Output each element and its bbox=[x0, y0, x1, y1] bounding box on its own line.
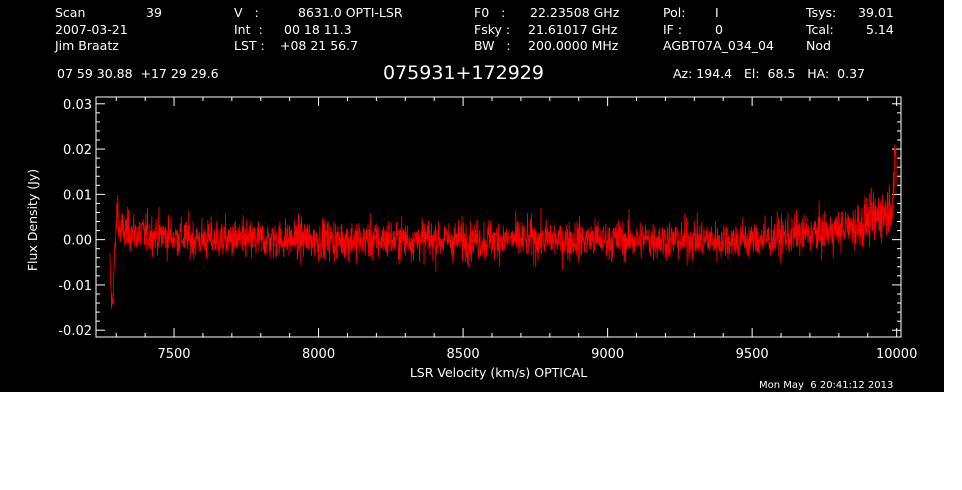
header-nod: Nod bbox=[806, 38, 831, 53]
x-tick-label: 7500 bbox=[157, 347, 190, 362]
header-int-label: Int : bbox=[234, 22, 263, 37]
header-tcal-value: 5.14 bbox=[866, 22, 894, 37]
header-lst-label: LST : bbox=[234, 38, 265, 53]
x-tick-label: 8000 bbox=[302, 347, 335, 362]
header-az-el-ha: Az: 194.4 El: 68.5 HA: 0.37 bbox=[673, 66, 866, 81]
x-tick-label: 8500 bbox=[447, 347, 480, 362]
header-bw-value: 200.0000 MHz bbox=[528, 38, 619, 53]
header-tsys-value: 39.01 bbox=[858, 5, 894, 20]
source-name: 075931+172929 bbox=[383, 62, 544, 84]
header-scan-label: Scan bbox=[55, 5, 86, 20]
header-if-label: IF : bbox=[663, 22, 683, 37]
x-tick-label: 10000 bbox=[876, 347, 917, 362]
plot-window bbox=[0, 0, 944, 392]
y-tick-label: 0.00 bbox=[63, 234, 92, 249]
header-int-value: 00 18 11.3 bbox=[284, 22, 352, 37]
y-tick-label: 0.01 bbox=[63, 188, 92, 203]
header-project: AGBT07A_034_04 bbox=[663, 38, 774, 53]
header-pol-label: Pol: bbox=[663, 5, 686, 20]
header-velocity-label: V : bbox=[234, 5, 259, 20]
plot-timestamp: Mon May 6 20:41:12 2013 bbox=[759, 380, 894, 391]
spectrum-trace bbox=[109, 144, 897, 309]
spectrum-chart: 7500 8000 8500 9000 9500 10000 -0.02 -0.01 0.00 0… bbox=[25, 96, 917, 380]
y-tick-label: 0.03 bbox=[63, 98, 92, 113]
header-date: 2007-03-21 bbox=[55, 22, 128, 37]
y-tick-label: -0.02 bbox=[58, 324, 92, 339]
axis-ticks bbox=[96, 97, 901, 337]
header-tcal-label: Tcal: bbox=[806, 22, 834, 37]
header-lst-value: +08 21 56.7 bbox=[280, 38, 359, 53]
plot-frame-box bbox=[95, 96, 902, 338]
header-f0-value: 22.23508 GHz bbox=[530, 5, 620, 20]
x-tick-label: 9000 bbox=[591, 347, 624, 362]
x-tick-label: 9500 bbox=[736, 347, 769, 362]
spectrum-line bbox=[109, 144, 897, 309]
header-bw-label: BW : bbox=[474, 38, 511, 53]
header-f0-label: F0 : bbox=[474, 5, 506, 20]
y-tick-label: 0.02 bbox=[63, 143, 92, 158]
y-tick-label: -0.01 bbox=[58, 279, 92, 294]
plot-frame bbox=[95, 96, 902, 338]
x-axis-title: LSR Velocity (km/s) OPTICAL bbox=[410, 365, 587, 380]
y-axis-title: Flux Density (Jy) bbox=[25, 169, 40, 271]
header-tsys-label: Tsys: bbox=[806, 5, 837, 20]
header-velocity-value: 8631.0 OPTI-LSR bbox=[298, 5, 403, 20]
axis-labels: 7500 8000 8500 9000 9500 10000 -0.02 -0.01 0.00 0… bbox=[25, 98, 917, 380]
header-fsky-label: Fsky : bbox=[474, 22, 511, 37]
header-observer: Jim Braatz bbox=[55, 38, 119, 53]
header-if-value: 0 bbox=[715, 22, 723, 37]
header-pol-value: I bbox=[715, 5, 719, 20]
header-scan-value: 39 bbox=[146, 5, 162, 20]
header-fsky-value: 21.61017 GHz bbox=[528, 22, 618, 37]
header-coordinates: 07 59 30.88 +17 29 29.6 bbox=[57, 66, 219, 81]
